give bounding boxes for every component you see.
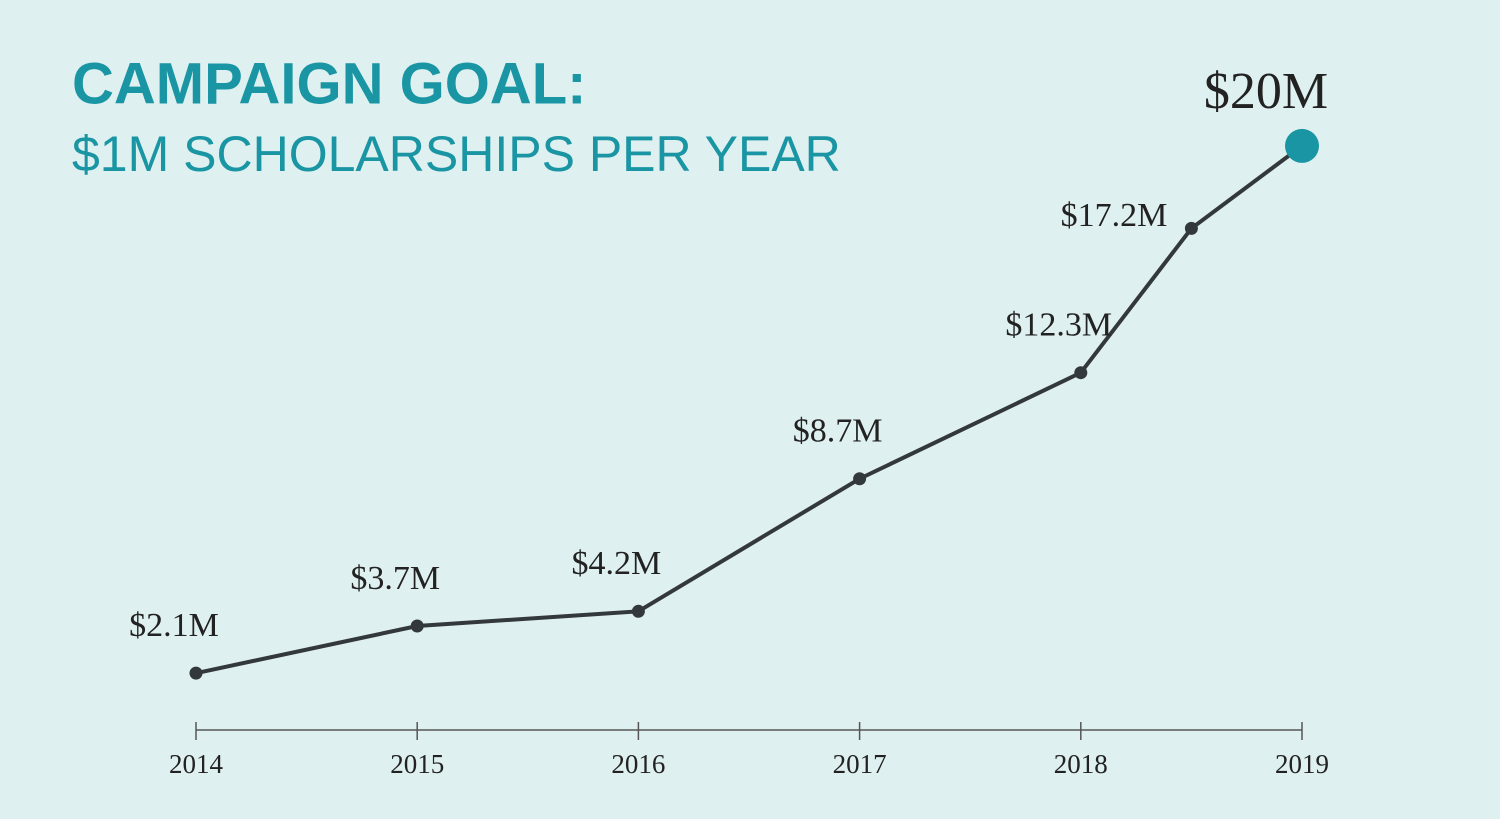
data-label: $4.2M — [572, 545, 662, 582]
data-label: $3.7M — [350, 560, 440, 597]
data-point — [189, 666, 203, 680]
data-label: $12.3M — [1005, 307, 1112, 344]
data-label: $8.7M — [793, 413, 883, 450]
data-point — [1184, 221, 1198, 235]
data-point — [1285, 128, 1319, 163]
x-tick-label: 2014 — [169, 749, 224, 779]
data-point — [853, 472, 867, 486]
x-tick-label: 2016 — [611, 749, 665, 779]
data-point — [1074, 366, 1088, 380]
data-label: $2.1M — [129, 607, 219, 644]
data-point — [410, 619, 424, 633]
x-tick-label: 2017 — [833, 749, 887, 779]
x-tick-label: 2019 — [1275, 749, 1329, 779]
chart-subtitle: $1M SCHOLARSHIPS PER YEAR — [72, 126, 841, 182]
data-label: $20M — [1204, 63, 1328, 120]
data-label: $17.2M — [1061, 197, 1168, 234]
chart-title: CAMPAIGN GOAL: — [72, 51, 586, 116]
x-tick-label: 2018 — [1054, 749, 1108, 779]
data-point — [631, 604, 645, 618]
x-tick-label: 2015 — [390, 749, 444, 779]
